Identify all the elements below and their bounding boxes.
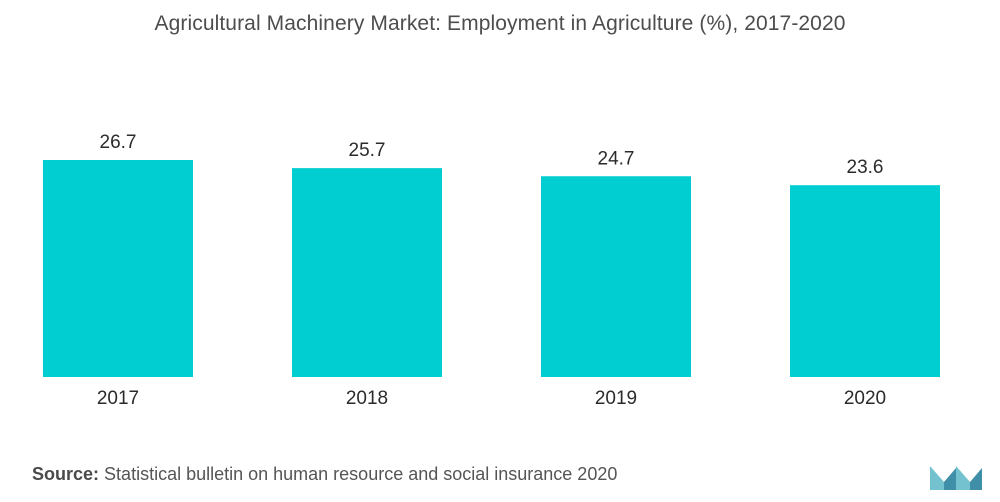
bar-2017 bbox=[43, 160, 193, 377]
value-label-2020: 23.6 bbox=[847, 157, 884, 178]
source-label: Source: bbox=[32, 464, 100, 484]
source-text: Statistical bulletin on human resource a… bbox=[104, 464, 618, 484]
x-tick-label-2019: 2019 bbox=[595, 388, 637, 409]
x-axis-tick-labels: 2017 2018 2019 2020 bbox=[97, 388, 886, 409]
value-labels-layer: 26.7 25.7 24.7 23.6 bbox=[100, 132, 884, 178]
value-label-2017: 26.7 bbox=[100, 132, 137, 153]
value-label-2018: 25.7 bbox=[349, 140, 386, 161]
chart-title: Agricultural Machinery Market: Employmen… bbox=[154, 12, 846, 35]
x-tick-label-2020: 2020 bbox=[844, 388, 886, 409]
bar-2020 bbox=[790, 185, 940, 377]
bar-2018 bbox=[292, 168, 442, 377]
value-label-2019: 24.7 bbox=[598, 148, 635, 169]
source-note: Source: Statistical bulletin on human re… bbox=[32, 464, 617, 485]
x-tick-label-2018: 2018 bbox=[346, 388, 388, 409]
bar-2019 bbox=[541, 176, 691, 377]
bars-layer bbox=[43, 160, 940, 377]
x-tick-label-2017: 2017 bbox=[97, 388, 139, 409]
mordor-intelligence-logo-icon bbox=[930, 466, 982, 490]
